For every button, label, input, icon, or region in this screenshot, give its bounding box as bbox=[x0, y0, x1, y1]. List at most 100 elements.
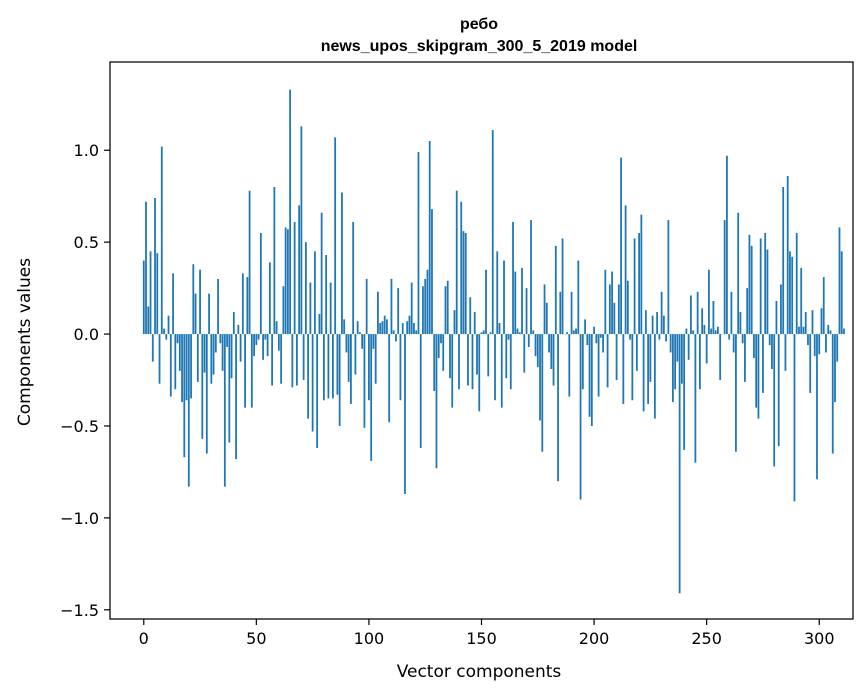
bar bbox=[566, 332, 568, 335]
bar bbox=[622, 334, 625, 404]
bar bbox=[617, 284, 620, 335]
bar bbox=[480, 332, 483, 335]
bar bbox=[485, 269, 487, 335]
bar bbox=[766, 249, 769, 335]
bar bbox=[307, 334, 310, 419]
bar bbox=[599, 334, 602, 338]
bar bbox=[694, 334, 697, 463]
bar bbox=[203, 334, 206, 373]
x-tick-label: 0 bbox=[139, 629, 149, 648]
bar bbox=[638, 232, 641, 335]
bar bbox=[334, 137, 337, 335]
bar bbox=[689, 295, 692, 335]
bar bbox=[471, 334, 474, 390]
bar bbox=[660, 291, 663, 335]
bar bbox=[210, 334, 213, 384]
bar bbox=[217, 278, 219, 335]
bar bbox=[183, 334, 186, 458]
bar bbox=[498, 323, 501, 335]
bar bbox=[548, 334, 550, 353]
bar bbox=[230, 334, 233, 379]
bar bbox=[395, 334, 397, 342]
bar bbox=[651, 315, 654, 335]
bar bbox=[478, 334, 481, 412]
bar bbox=[253, 334, 255, 357]
bar bbox=[653, 334, 656, 419]
bar bbox=[156, 253, 159, 335]
bar bbox=[255, 334, 258, 346]
bar bbox=[735, 334, 737, 452]
bar bbox=[194, 293, 197, 335]
bar bbox=[595, 334, 598, 344]
bar bbox=[494, 334, 496, 401]
bar bbox=[381, 321, 384, 335]
bar bbox=[764, 232, 767, 335]
bar bbox=[277, 334, 280, 351]
bar bbox=[329, 282, 332, 335]
bar bbox=[487, 334, 490, 377]
bar bbox=[167, 315, 170, 335]
bar bbox=[579, 334, 582, 500]
bar bbox=[701, 308, 704, 335]
chart-title: ребо bbox=[460, 16, 498, 33]
bar bbox=[219, 334, 222, 344]
bar bbox=[464, 232, 467, 335]
bar bbox=[505, 334, 508, 379]
bar bbox=[343, 319, 346, 335]
bar bbox=[741, 334, 744, 344]
bar bbox=[428, 141, 431, 335]
bar bbox=[237, 324, 240, 335]
bar bbox=[199, 269, 201, 335]
bar bbox=[644, 310, 647, 335]
bar bbox=[149, 251, 152, 335]
bar bbox=[739, 312, 742, 335]
bar bbox=[577, 260, 580, 335]
x-axis-label: Vector components bbox=[397, 662, 562, 682]
bar bbox=[728, 334, 731, 340]
bar bbox=[822, 277, 825, 335]
bar bbox=[568, 334, 571, 397]
bar bbox=[311, 334, 314, 432]
bar bbox=[626, 280, 629, 335]
bar bbox=[208, 293, 210, 335]
bar bbox=[532, 330, 535, 335]
bar bbox=[424, 278, 427, 335]
bar bbox=[449, 334, 451, 379]
bar bbox=[775, 300, 778, 335]
bar bbox=[467, 334, 469, 386]
bar bbox=[356, 321, 359, 335]
bar bbox=[370, 334, 373, 461]
bar bbox=[732, 334, 735, 353]
bar bbox=[169, 334, 172, 397]
bar bbox=[462, 231, 465, 335]
bar bbox=[410, 282, 413, 335]
bar bbox=[176, 334, 179, 344]
bar bbox=[581, 334, 584, 390]
bar bbox=[613, 302, 616, 335]
bar bbox=[624, 205, 627, 335]
bar bbox=[757, 334, 760, 419]
bar bbox=[662, 315, 665, 335]
bar bbox=[714, 330, 717, 335]
bar bbox=[820, 308, 823, 335]
bar bbox=[543, 284, 546, 335]
bar bbox=[620, 157, 622, 335]
bar bbox=[633, 238, 636, 335]
bars-group bbox=[142, 89, 845, 594]
bar bbox=[379, 323, 382, 335]
bar bbox=[316, 334, 319, 449]
bar bbox=[586, 334, 589, 346]
bar bbox=[825, 334, 827, 353]
bar bbox=[205, 334, 208, 454]
bar bbox=[352, 221, 355, 335]
bar bbox=[298, 205, 301, 335]
bar bbox=[246, 277, 249, 335]
bar bbox=[442, 334, 445, 371]
bar bbox=[829, 330, 832, 335]
bar bbox=[318, 313, 321, 335]
bar bbox=[406, 321, 409, 335]
bar bbox=[768, 334, 771, 346]
bar bbox=[550, 334, 553, 369]
bar bbox=[336, 334, 339, 395]
